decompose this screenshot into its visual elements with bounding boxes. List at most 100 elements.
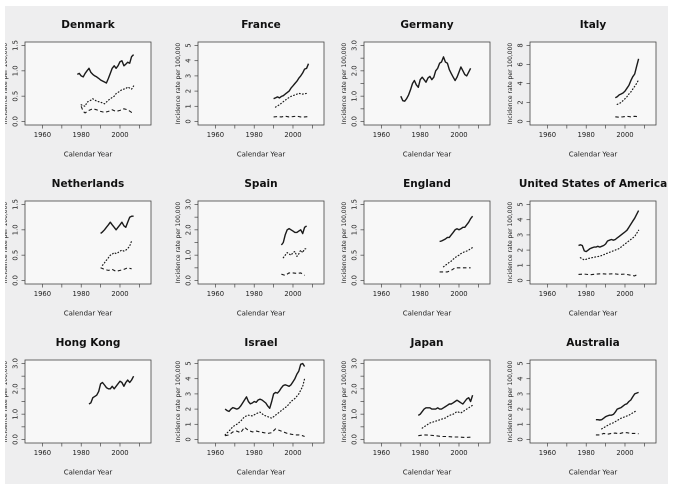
x-axis-label: Calendar Year: [569, 310, 618, 318]
y-tick-label: 2: [517, 100, 525, 104]
x-tick-label: 2000: [450, 131, 467, 139]
series-solid-line: [578, 210, 640, 253]
panel-group: Denmark 1960 1980 2000 0.0 0.5 1.0 1.5 Calendar …: [5, 19, 152, 159]
chart-panel-israel: Israel 1960 1980 2000 0 1 2 3 4 5 Calendar Year Inc…: [171, 324, 337, 483]
x-tick-label: 1980: [246, 290, 263, 298]
y-tick-label: 3: [185, 392, 193, 396]
y-tick-label: 1.0: [12, 409, 20, 420]
x-tick-label: 2000: [450, 290, 467, 298]
panel-title: Hong Kong: [56, 337, 121, 349]
y-tick-label: 0.5: [12, 91, 20, 102]
panel-title: England: [403, 178, 451, 190]
series-dashed-line: [595, 432, 639, 436]
panel-svg-hong-kong: Hong Kong 1960 1980 2000 0.0 1.0 2.0 3.0 Calenda…: [5, 337, 152, 477]
y-tick-label: 8: [517, 43, 525, 47]
chart-panel-netherlands: Netherlands 1960 1980 2000 0.0 0.5 1.0 1.5 Calen…: [5, 165, 171, 324]
y-axis-label: Incidence rate per 100,000: [175, 43, 182, 125]
panel-svg-denmark: Denmark 1960 1980 2000 0.0 0.5 1.0 1.5 Calendar …: [5, 19, 152, 159]
series-dotted-line: [579, 229, 640, 261]
x-tick-label: 2000: [450, 449, 467, 457]
x-tick-label: 2000: [284, 290, 301, 298]
panel-svg-france: France 1960 1980 2000 0 1 2 3 4 5 Calendar Year Inc…: [175, 19, 325, 159]
y-tick-label: 1.0: [351, 224, 359, 235]
y-tick-label: 0.0: [12, 434, 20, 445]
series-dotted-line: [274, 92, 308, 108]
series-dotted-line: [442, 246, 474, 268]
plot-box: [363, 41, 491, 126]
y-tick-label: 0: [517, 278, 525, 282]
y-tick-label: 0: [517, 119, 525, 123]
y-tick-label: 0.0: [351, 116, 359, 127]
panel-svg-netherlands: Netherlands 1960 1980 2000 0.0 0.5 1.0 1.5 Calen…: [5, 178, 152, 318]
y-tick-label: 1.5: [351, 199, 359, 210]
series-solid-line: [417, 394, 474, 416]
panel-title: Israel: [244, 337, 277, 349]
panel-title: Netherlands: [52, 178, 125, 190]
y-tick-label: 1.0: [12, 65, 20, 76]
y-tick-label: 4: [517, 377, 525, 381]
x-axis-label: Calendar Year: [237, 310, 286, 318]
plot-box: [24, 200, 152, 285]
x-tick-label: 1960: [34, 290, 51, 298]
x-tick-label: 2000: [111, 290, 128, 298]
panel-group: France 1960 1980 2000 0 1 2 3 4 5 Calendar Year Inc…: [175, 19, 325, 159]
x-tick-label: 2000: [284, 449, 301, 457]
plot-box: [24, 41, 152, 126]
plot-box: [197, 41, 325, 126]
series-dashed-line: [100, 267, 132, 272]
plot-box: [24, 359, 152, 444]
panel-title: Germany: [400, 19, 453, 31]
plot-box: [363, 200, 491, 285]
panel-svg-spain: Spain 1960 1980 2000 0.0 1.0 2.0 3.0 Calendar Ye…: [175, 178, 325, 318]
y-tick-label: 1.0: [351, 91, 359, 102]
x-tick-label: 1980: [246, 449, 263, 457]
y-tick-label: 5: [185, 361, 193, 365]
y-tick-label: 3: [185, 74, 193, 78]
x-tick-label: 1980: [73, 131, 90, 139]
chart-panel-spain: Spain 1960 1980 2000 0.0 1.0 2.0 3.0 Calendar Ye…: [171, 165, 337, 324]
panel-svg-japan: Japan 1960 1980 2000 0.0 1.0 2.0 3.0 Calendar Ye…: [341, 337, 491, 477]
chart-grid: Denmark 1960 1980 2000 0.0 0.5 1.0 1.5 Calendar …: [5, 6, 669, 483]
right-border: [668, 0, 676, 484]
y-tick-label: 2.0: [185, 224, 193, 235]
y-tick-label: 1.5: [12, 199, 20, 210]
y-tick-label: 3.0: [351, 40, 359, 51]
y-tick-label: 1.0: [185, 250, 193, 261]
series-dotted-line: [601, 409, 638, 430]
chart-panel-england: England 1960 1980 2000 0.0 0.5 1.0 1.5 Calendar …: [337, 165, 503, 324]
x-axis-label: Calendar Year: [403, 469, 452, 477]
x-tick-label: 2000: [616, 290, 633, 298]
y-axis-label: Incidence rate per 100,000: [507, 43, 514, 125]
y-tick-label: 2: [517, 248, 525, 252]
panel-svg-england: England 1960 1980 2000 0.0 0.5 1.0 1.5 Calendar …: [341, 178, 491, 318]
plot-box: [529, 200, 657, 285]
chart-panel-united-states-of-america: United States of America 1960 1980 2000 0 1 2 3…: [503, 165, 669, 324]
plot-box: [197, 359, 325, 444]
y-axis-label: Incidence rate per 100,000: [175, 361, 182, 443]
panel-title: Japan: [409, 337, 443, 349]
panel-group: England 1960 1980 2000 0.0 0.5 1.0 1.5 Calendar …: [341, 178, 491, 318]
panel-svg-italy: Italy 1960 1980 2000 0 2 4 6 8 Calendar Year Incid…: [507, 19, 657, 159]
panel-group: Netherlands 1960 1980 2000 0.0 0.5 1.0 1.5 Calen…: [5, 178, 152, 318]
y-tick-label: 1: [185, 104, 193, 108]
x-axis-label: Calendar Year: [403, 151, 452, 159]
chart-panel-italy: Italy 1960 1980 2000 0 2 4 6 8 Calendar Year Incid…: [503, 6, 669, 165]
panel-title: Spain: [244, 178, 277, 190]
y-tick-label: 1.0: [351, 409, 359, 420]
series-solid-line: [224, 362, 306, 413]
y-tick-label: 4: [185, 377, 193, 381]
y-axis-label: Incidence rate per 100,000: [507, 202, 514, 284]
y-tick-label: 3.0: [351, 358, 359, 369]
series-solid-line: [439, 215, 474, 243]
left-border: [0, 0, 5, 484]
y-axis-label: Incidence rate per 100,000: [5, 361, 9, 443]
series-solid-line: [100, 215, 134, 234]
series-dashed-line: [281, 272, 305, 276]
y-tick-label: 0: [185, 119, 193, 123]
panel-title: United States of America: [519, 178, 667, 190]
y-tick-label: 0: [185, 437, 193, 441]
x-axis-label: Calendar Year: [403, 310, 452, 318]
series-solid-line: [280, 225, 307, 246]
chart-panel-denmark: Denmark 1960 1980 2000 0.0 0.5 1.0 1.5 Calendar …: [5, 6, 171, 165]
y-axis-label: Incidence rate per 100,000: [341, 361, 348, 443]
